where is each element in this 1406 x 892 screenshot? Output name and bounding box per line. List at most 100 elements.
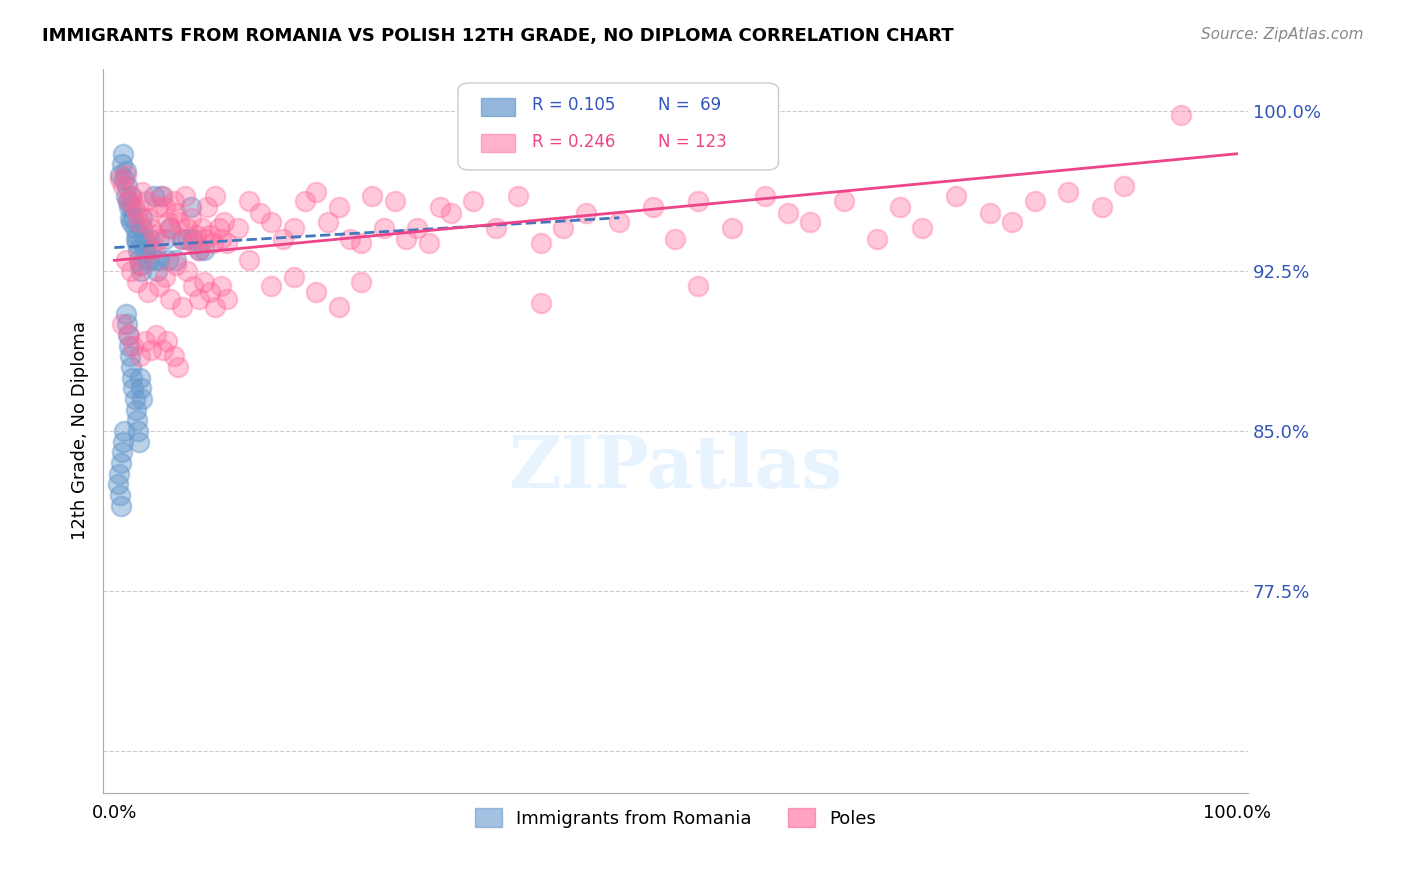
Point (122, 211, 145, 225)
Point (118, 200, 141, 214)
Point (209, 279, 232, 293)
Point (209, 232, 232, 246)
Point (187, 243, 209, 257)
Point (125, 413, 148, 427)
Point (131, 392, 153, 406)
Point (111, 445, 134, 459)
Point (111, 318, 134, 332)
Point (120, 264, 142, 278)
Point (110, 456, 132, 470)
Point (418, 236, 440, 251)
Point (121, 370, 143, 384)
Point (107, 477, 129, 491)
Point (114, 172, 136, 186)
Point (128, 434, 150, 449)
Point (114, 253, 136, 268)
Point (271, 232, 294, 246)
Point (136, 253, 159, 268)
Point (108, 467, 131, 481)
Point (1114, 178, 1136, 193)
Point (131, 258, 153, 272)
Point (889, 200, 911, 214)
Point (575, 206, 598, 220)
Point (720, 221, 742, 235)
Point (127, 424, 149, 438)
Point (174, 189, 197, 203)
Point (124, 232, 146, 246)
Point (686, 194, 709, 208)
Point (124, 200, 146, 214)
Point (180, 211, 202, 225)
Point (440, 206, 463, 220)
Point (112, 146, 135, 161)
Point (114, 424, 136, 438)
Point (156, 334, 179, 349)
Point (328, 300, 350, 314)
Point (799, 215, 821, 229)
Point (384, 194, 406, 208)
Point (118, 339, 141, 353)
Point (226, 221, 249, 235)
Point (165, 258, 187, 272)
Point (135, 236, 157, 251)
Point (167, 359, 190, 374)
Point (169, 215, 191, 229)
Point (128, 215, 150, 229)
Point (187, 243, 209, 257)
Point (485, 221, 508, 235)
Point (686, 279, 709, 293)
Point (122, 339, 145, 353)
Point (115, 318, 138, 332)
Point (129, 349, 152, 363)
Point (202, 236, 225, 251)
Point (108, 168, 131, 182)
Point (187, 292, 209, 306)
Point (112, 434, 135, 449)
Point (754, 189, 776, 203)
Point (124, 392, 146, 406)
Point (108, 488, 131, 502)
Point (553, 221, 575, 235)
Point (129, 370, 152, 384)
Point (152, 189, 174, 203)
Point (120, 211, 142, 225)
Point (170, 300, 193, 314)
Point (157, 253, 180, 268)
FancyBboxPatch shape (458, 83, 779, 170)
Point (127, 243, 149, 257)
Point (463, 194, 485, 208)
Point (911, 221, 934, 235)
Text: Source: ZipAtlas.com: Source: ZipAtlas.com (1201, 27, 1364, 42)
Point (193, 275, 215, 289)
Point (215, 292, 238, 306)
Point (125, 206, 148, 220)
Point (145, 328, 167, 343)
Point (129, 264, 152, 278)
Point (832, 194, 855, 208)
Point (238, 253, 260, 268)
Point (641, 200, 664, 214)
Point (120, 189, 142, 203)
Text: N =  69: N = 69 (658, 96, 721, 114)
Point (111, 157, 134, 171)
Point (153, 200, 176, 214)
Point (176, 232, 198, 246)
Point (294, 194, 316, 208)
Point (664, 232, 686, 246)
Point (142, 243, 165, 257)
Point (136, 285, 159, 300)
Point (260, 215, 283, 229)
Point (142, 189, 165, 203)
Point (165, 206, 187, 220)
Bar (481, 134, 515, 152)
Point (198, 285, 221, 300)
Point (141, 343, 163, 357)
Point (124, 221, 146, 235)
Point (139, 243, 162, 257)
Point (118, 328, 141, 343)
Point (1057, 185, 1080, 199)
Point (508, 189, 530, 203)
Point (181, 279, 204, 293)
Legend: Immigrants from Romania, Poles: Immigrants from Romania, Poles (467, 801, 883, 835)
Point (176, 221, 198, 235)
